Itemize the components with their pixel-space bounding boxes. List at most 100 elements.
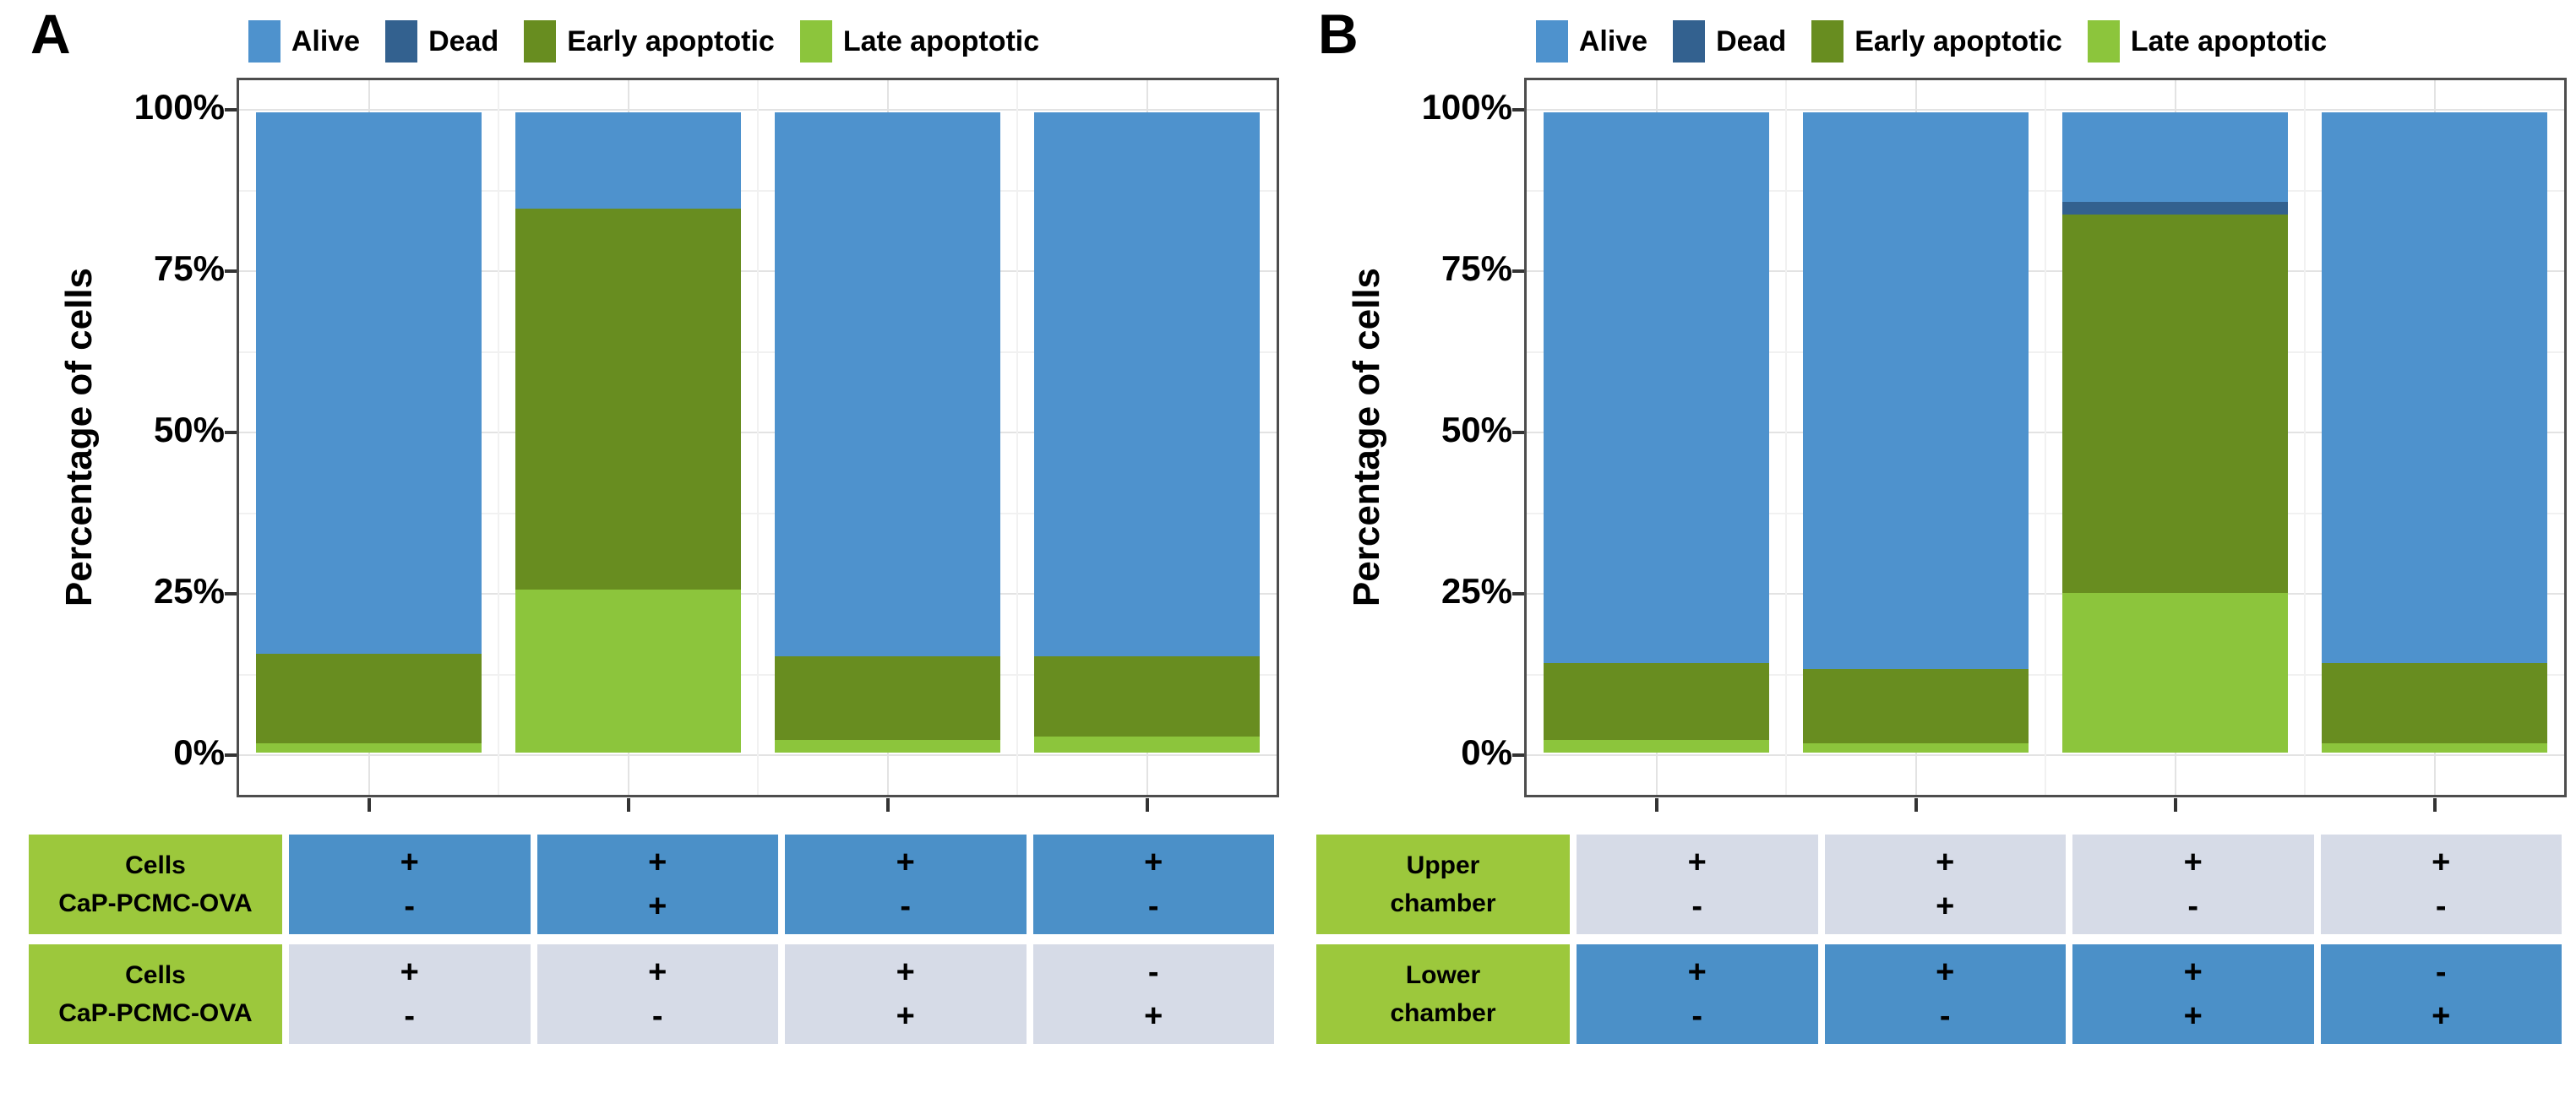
- panel-a: A Alive Dead Early apoptotic Late apoptotic…: [8, 0, 1279, 1044]
- condition-sign: +: [896, 845, 915, 880]
- late-apoptotic-segment: [515, 589, 742, 753]
- alive-segment: [1543, 112, 1770, 663]
- table-header-line: CaP-PCMC-OVA: [58, 999, 253, 1027]
- table-condition-cell: + -: [536, 944, 778, 1044]
- x-tick-mark: [626, 798, 630, 812]
- stacked-bar: [2061, 112, 2289, 753]
- y-axis-label-col: Percentage of cells: [49, 78, 110, 797]
- y-tick-label: 50%: [1440, 410, 1512, 449]
- table-row: Cells CaP-PCMC-OVA + - + + + - + -: [29, 835, 1274, 934]
- condition-sign: -: [900, 889, 912, 924]
- y-tick-col: 0% 25% 50% 75% 100%: [110, 78, 237, 797]
- condition-sign: -: [1691, 998, 1703, 1034]
- x-tick-mark: [2432, 798, 2437, 812]
- table-row-header: Cells CaP-PCMC-OVA: [29, 835, 282, 934]
- condition-sign: -: [404, 998, 416, 1034]
- y-tick-mark: [1512, 108, 1524, 111]
- condition-sign: +: [1144, 998, 1163, 1034]
- table-row: Upper chamber + - + + + - + -: [1316, 835, 2562, 934]
- condition-sign: +: [1936, 889, 1955, 924]
- legend-item: Alive: [248, 20, 360, 63]
- y-tick-mark: [1512, 269, 1524, 273]
- legend-item: Dead: [1673, 20, 1786, 63]
- bar-slot: [2045, 112, 2305, 753]
- condition-sign: -: [1147, 889, 1159, 924]
- y-tick-mark: [1512, 431, 1524, 434]
- condition-sign: +: [896, 954, 915, 990]
- panel-a-header: A Alive Dead Early apoptotic Late apoptotic: [8, 0, 1279, 78]
- gridline-minor-vertical: [498, 80, 499, 795]
- early-apoptotic-swatch-icon: [1811, 20, 1844, 63]
- stacked-bar: [774, 112, 1001, 753]
- y-axis-label: Percentage of cells: [58, 268, 100, 607]
- condition-sign: -: [651, 998, 663, 1034]
- legend: Alive Dead Early apoptotic Late apoptotic: [8, 20, 1279, 63]
- table-header-line: CaP-PCMC-OVA: [58, 889, 253, 917]
- stacked-bar: [515, 112, 742, 753]
- gridline-minor-vertical: [2304, 80, 2306, 795]
- condition-sign: +: [2432, 845, 2451, 880]
- table-header-line: chamber: [1390, 999, 1496, 1027]
- y-tick-label: 75%: [1440, 248, 1512, 288]
- x-tick-mark: [1145, 798, 1149, 812]
- table-header-line: Cells: [125, 961, 186, 989]
- legend-item: Late apoptotic: [799, 20, 1040, 63]
- condition-sign: -: [2435, 954, 2447, 990]
- table-condition-cell: + -: [289, 944, 531, 1044]
- early-apoptotic-segment: [515, 208, 742, 590]
- legend-item: Early apoptotic: [524, 20, 775, 63]
- condition-sign: +: [2183, 845, 2203, 880]
- condition-sign: +: [648, 954, 667, 990]
- table-condition-cell: + -: [289, 835, 531, 934]
- legend-item: Alive: [1535, 20, 1647, 63]
- condition-sign: +: [2432, 998, 2451, 1034]
- early-apoptotic-segment: [1033, 656, 1261, 737]
- legend-item: Dead: [385, 20, 498, 63]
- panel-b: B Alive Dead Early apoptotic Late apoptotic…: [1288, 0, 2575, 1093]
- x-tick-mark: [2173, 798, 2177, 812]
- panel-a-condition-table: Cells CaP-PCMC-OVA + - + + + - + - Cells CaP-PCMC-O…: [29, 835, 1274, 1044]
- panel-a-letter: A: [30, 3, 71, 65]
- bar-slot: [1017, 112, 1277, 753]
- legend-label: Dead: [1716, 24, 1787, 57]
- table-row: Lower chamber + - + - + + - +: [1316, 944, 2562, 1044]
- bar-slot: [239, 112, 498, 753]
- gridline-minor-vertical: [1785, 80, 1787, 795]
- legend: Alive Dead Early apoptotic Late apoptotic: [1296, 20, 2567, 63]
- y-tick-label: 25%: [153, 571, 225, 611]
- condition-sign: +: [1936, 954, 1955, 990]
- table-condition-cell: + +: [1824, 835, 2066, 934]
- condition-sign: -: [1147, 954, 1159, 990]
- condition-sign: +: [648, 889, 667, 924]
- panel-b-condition-table: Upper chamber + - + + + - + - Lower chamber + - + - + + - +: [1316, 835, 2562, 1044]
- condition-sign: +: [648, 845, 667, 880]
- table-condition-cell: + -: [1824, 944, 2066, 1044]
- table-condition-cell: + +: [2072, 944, 2314, 1044]
- condition-sign: +: [400, 954, 419, 990]
- table-header-line: Cells: [125, 851, 186, 879]
- legend-label: Late apoptotic: [842, 24, 1040, 57]
- condition-sign: -: [404, 889, 416, 924]
- condition-sign: -: [1939, 998, 1951, 1034]
- panel-b-chart: Percentage of cells 0% 25% 50% 75% 100%: [1337, 78, 2567, 821]
- table-condition-cell: + -: [1032, 835, 1274, 934]
- stacked-bar: [1033, 112, 1261, 753]
- panel-a-chart: Percentage of cells 0% 25% 50% 75% 100%: [49, 78, 1279, 821]
- alive-segment: [255, 112, 482, 654]
- alive-swatch-icon: [248, 20, 280, 63]
- late-apoptotic-segment: [2321, 742, 2548, 753]
- legend-item: Early apoptotic: [1811, 20, 2062, 63]
- early-apoptotic-segment: [2061, 215, 2289, 593]
- early-apoptotic-swatch-icon: [524, 20, 557, 63]
- late-apoptotic-swatch-icon: [2087, 20, 2120, 63]
- y-tick-mark: [225, 592, 237, 595]
- condition-sign: +: [2183, 954, 2203, 990]
- alive-segment: [1802, 112, 2029, 670]
- stacked-bar: [1802, 112, 2029, 753]
- legend-label: Alive: [291, 24, 361, 57]
- panel-b-header: B Alive Dead Early apoptotic Late apoptotic: [1296, 0, 2567, 78]
- panel-b-letter: B: [1318, 3, 1359, 65]
- bar-slot: [758, 112, 1017, 753]
- early-apoptotic-segment: [255, 653, 482, 743]
